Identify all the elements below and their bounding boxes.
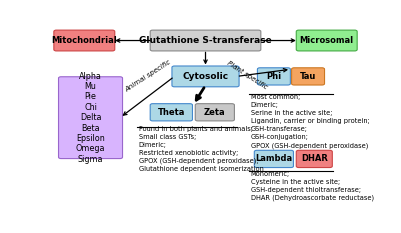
Text: Theta: Theta	[158, 108, 185, 117]
Text: Most common;
Dimeric;
Serine in the active site;
Ligandin, carrier or binding pr: Most common; Dimeric; Serine in the acti…	[251, 94, 369, 149]
FancyBboxPatch shape	[59, 77, 123, 159]
FancyBboxPatch shape	[257, 68, 290, 85]
Text: Mitochondrial: Mitochondrial	[51, 36, 117, 45]
FancyBboxPatch shape	[54, 30, 115, 51]
FancyBboxPatch shape	[254, 150, 294, 168]
Text: Cytosolic: Cytosolic	[182, 72, 229, 81]
Text: Found in both plants and animals;
Small class GSTs;
Dimeric;
Restricted xenobiot: Found in both plants and animals; Small …	[139, 126, 263, 172]
FancyBboxPatch shape	[292, 68, 324, 85]
FancyBboxPatch shape	[150, 104, 192, 121]
Text: Tau: Tau	[300, 72, 316, 81]
Text: Animal specific: Animal specific	[124, 58, 172, 93]
Text: DHAR: DHAR	[301, 154, 328, 163]
FancyBboxPatch shape	[150, 30, 261, 51]
Text: Monomeric;
Cysteine in the active site;
GSH-dependent thioltransferase;
DHAR (De: Monomeric; Cysteine in the active site; …	[251, 171, 374, 201]
Text: Lambda: Lambda	[255, 154, 292, 163]
Text: Glutathione S-transferase: Glutathione S-transferase	[139, 36, 272, 45]
FancyBboxPatch shape	[296, 30, 357, 51]
Text: Zeta: Zeta	[204, 108, 226, 117]
FancyBboxPatch shape	[172, 66, 239, 87]
Text: Alpha
Mu
Pie
Chi
Delta
Beta
Epsilon
Omega
Sigma: Alpha Mu Pie Chi Delta Beta Epsilon Omeg…	[76, 72, 105, 164]
Text: Phi: Phi	[266, 72, 282, 81]
FancyBboxPatch shape	[195, 104, 235, 121]
Text: Microsomal: Microsomal	[300, 36, 354, 45]
Text: Plant specific: Plant specific	[226, 60, 269, 91]
FancyBboxPatch shape	[296, 150, 332, 168]
